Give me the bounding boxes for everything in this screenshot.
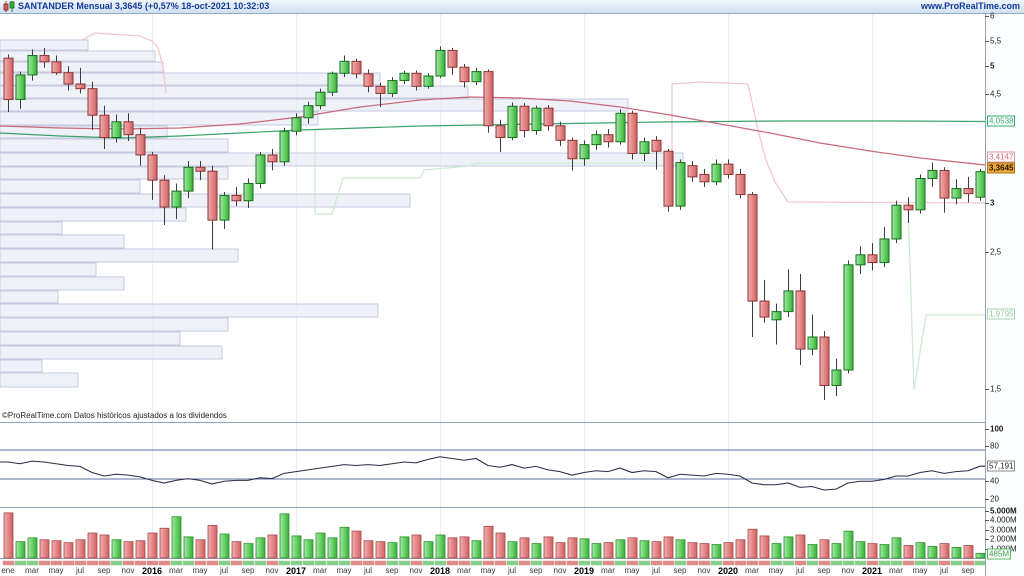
- change-label: (+0,57%: [144, 1, 179, 11]
- candlestick-icon: [3, 1, 15, 12]
- candlesticks: [3, 46, 986, 401]
- price-tick: 4,5: [990, 89, 1002, 99]
- date-axis-label: mar: [889, 566, 903, 575]
- date-axis-label: 2016: [141, 566, 163, 576]
- date-axis-label: jul: [75, 566, 85, 575]
- indicator-pane: [0, 449, 985, 491]
- price-level-box: 1,9795: [987, 308, 1016, 320]
- volume-tick: 4.000M: [990, 515, 1017, 525]
- date-axis-label: nov: [553, 566, 567, 575]
- ma-short-line: [0, 96, 986, 166]
- date-axis-label: sep: [817, 566, 831, 575]
- date-axis-label: sep: [673, 566, 687, 575]
- date-axis-label: sep: [529, 566, 543, 575]
- moving-averages: [0, 96, 986, 166]
- volume-pane: [3, 512, 986, 559]
- date-axis-label: sep: [97, 566, 111, 575]
- date-axis-label: 2018: [429, 566, 451, 576]
- price-tick: 3: [990, 198, 995, 208]
- price-tick: 1,5: [990, 384, 1002, 394]
- date-axis-label: ene: [1, 566, 15, 575]
- date-axis-label: jul: [795, 566, 805, 575]
- price-tick: 2,5: [990, 247, 1002, 257]
- indicator-tick: 20: [990, 494, 999, 504]
- date-axis-label: mar: [313, 566, 327, 575]
- volume-value-box: 485M: [987, 548, 1012, 560]
- date-axis-label: 2019: [573, 566, 595, 576]
- volume-tick: 5.000M: [990, 506, 1017, 516]
- title-bar: SANTANDER Mensual 3,3645 (+0,57% 18-oct-…: [0, 0, 1024, 14]
- date-axis-label: mar: [745, 566, 759, 575]
- price-level-box: 4,0538: [987, 115, 1016, 127]
- date-axis-label: may: [480, 566, 496, 575]
- date-axis-label: may: [336, 566, 352, 575]
- date-axis-label: nov: [841, 566, 855, 575]
- date-axis-label: jul: [651, 566, 661, 575]
- right-axis-background: [986, 13, 1024, 576]
- trailing-stop-lines: [81, 32, 986, 391]
- date-axis-label: mar: [457, 566, 471, 575]
- last-price-label: 3,3645: [114, 1, 143, 11]
- price-level-box: 3,3645: [987, 162, 1016, 174]
- date-axis-label: 2017: [285, 566, 307, 576]
- date-axis-label: nov: [121, 566, 135, 575]
- direction-strip: [2, 560, 987, 566]
- date-axis-label: sep: [961, 566, 975, 575]
- copyright-footnote: ©ProRealTime.com Datos históricos ajusta…: [2, 411, 227, 420]
- indicator-tick: 80: [990, 441, 999, 451]
- symbol-label: SANTANDER: [18, 1, 74, 11]
- date-axis-label: 2020: [717, 566, 739, 576]
- volume-tick: 2.000M: [990, 534, 1017, 544]
- date-axis-label: nov: [265, 566, 279, 575]
- datetime-label: 18-oct-2021 10:32:03: [181, 1, 270, 11]
- date-axis-label: mar: [25, 566, 39, 575]
- volume-profile: [0, 39, 684, 388]
- date-axis-label: may: [768, 566, 784, 575]
- website-link[interactable]: www.ProRealTime.com: [920, 1, 1020, 11]
- date-axis-label: may: [48, 566, 64, 575]
- ma-long-line: [0, 120, 986, 139]
- indicator-value-box: 57,191: [987, 460, 1016, 472]
- date-axis-label: may: [192, 566, 208, 575]
- price-level-box: 3,4147: [987, 151, 1016, 163]
- indicator-tick: 40: [990, 476, 999, 486]
- date-axis-label: 2021: [861, 566, 883, 576]
- date-axis-label: jul: [219, 566, 229, 575]
- timeframe-label: Mensual: [76, 1, 113, 11]
- date-axis-label: nov: [697, 566, 711, 575]
- price-tick: 5: [990, 61, 995, 71]
- date-axis-label: mar: [601, 566, 615, 575]
- pane-separators: [0, 422, 1024, 559]
- date-axis-label: sep: [385, 566, 399, 575]
- date-axis-label: may: [624, 566, 640, 575]
- price-tick: 5,5: [990, 36, 1002, 46]
- chart-title: SANTANDER Mensual 3,3645 (+0,57% 18-oct-…: [18, 0, 269, 13]
- indicator-tick: 100: [990, 424, 1004, 434]
- date-axis-label: jul: [363, 566, 373, 575]
- date-axis-label: jul: [507, 566, 517, 575]
- date-axis-label: mar: [169, 566, 183, 575]
- date-axis-label: may: [912, 566, 928, 575]
- date-axis-label: sep: [241, 566, 255, 575]
- indicator-line: [0, 456, 985, 491]
- volume-tick: 3.000M: [990, 525, 1017, 535]
- date-axis-label: nov: [409, 566, 423, 575]
- date-axis-label: jul: [939, 566, 949, 575]
- price-tick: 6: [990, 11, 995, 21]
